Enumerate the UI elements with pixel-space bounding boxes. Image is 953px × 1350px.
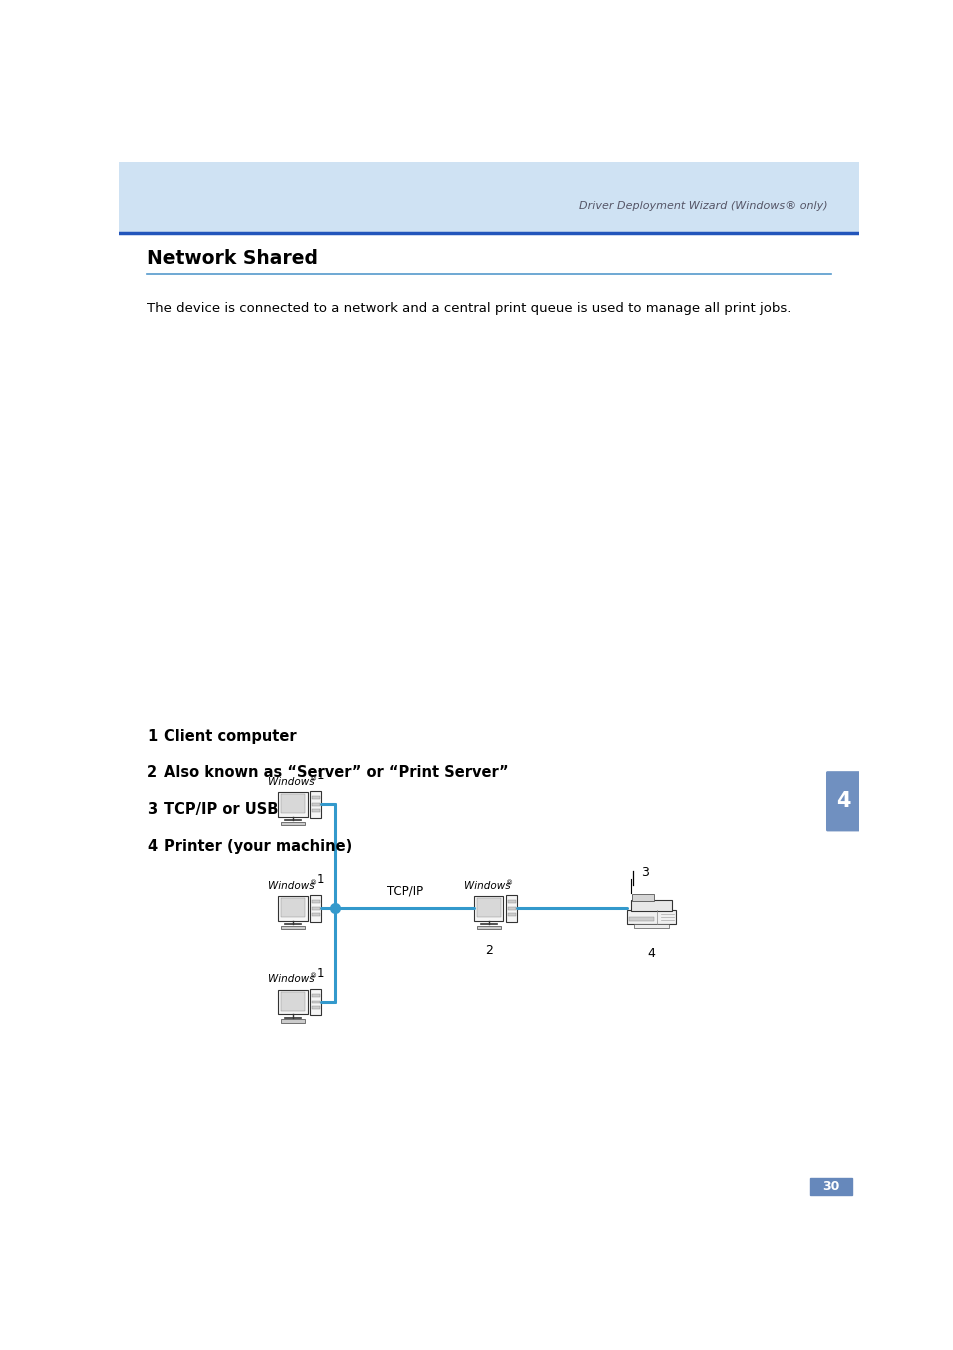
- Bar: [281, 794, 305, 813]
- Text: 4: 4: [647, 946, 655, 960]
- Bar: [280, 926, 305, 929]
- Text: 1: 1: [315, 967, 323, 980]
- Text: 3: 3: [640, 865, 648, 879]
- Bar: [507, 900, 516, 903]
- Bar: [312, 809, 319, 811]
- Bar: [312, 796, 319, 799]
- Text: The device is connected to a network and a central print queue is used to manage: The device is connected to a network and…: [147, 302, 791, 316]
- Bar: [476, 926, 500, 929]
- Bar: [474, 896, 503, 921]
- Bar: [809, 1179, 852, 1195]
- Text: 2: 2: [147, 765, 157, 780]
- Bar: [278, 990, 307, 1014]
- Bar: [506, 895, 517, 922]
- Bar: [631, 894, 654, 900]
- Bar: [312, 913, 319, 915]
- Text: 4: 4: [835, 791, 849, 811]
- Bar: [507, 913, 516, 915]
- Bar: [281, 898, 305, 917]
- Bar: [278, 792, 307, 817]
- Text: Client computer: Client computer: [164, 729, 296, 744]
- Text: Windows: Windows: [268, 776, 314, 787]
- Text: 1: 1: [147, 729, 157, 744]
- Text: 1: 1: [315, 873, 323, 886]
- Bar: [119, 162, 858, 232]
- Bar: [629, 917, 654, 921]
- Text: ®: ®: [310, 880, 316, 886]
- Text: 2: 2: [484, 944, 493, 957]
- Bar: [476, 898, 500, 917]
- Bar: [280, 1019, 305, 1023]
- Bar: [312, 803, 319, 806]
- Bar: [507, 907, 516, 910]
- FancyBboxPatch shape: [825, 771, 860, 832]
- Text: 1: 1: [315, 769, 323, 782]
- Bar: [281, 992, 305, 1011]
- Text: Also known as “Server” or “Print Server”: Also known as “Server” or “Print Server”: [164, 765, 509, 780]
- Text: Printer (your machine): Printer (your machine): [164, 840, 353, 855]
- Bar: [310, 791, 321, 818]
- Text: ®: ®: [505, 880, 513, 886]
- Text: Windows: Windows: [463, 880, 510, 891]
- Bar: [312, 900, 319, 903]
- Text: Windows: Windows: [268, 880, 314, 891]
- Bar: [631, 900, 671, 911]
- Bar: [280, 822, 305, 825]
- Text: ®: ®: [310, 776, 316, 782]
- Bar: [278, 896, 307, 921]
- Bar: [310, 988, 321, 1015]
- Text: TCP/IP or USB: TCP/IP or USB: [164, 802, 278, 818]
- Bar: [312, 994, 319, 996]
- Text: 3: 3: [147, 802, 157, 818]
- Text: Network Shared: Network Shared: [147, 250, 318, 269]
- Bar: [312, 907, 319, 910]
- Text: Driver Deployment Wizard (Windows® only): Driver Deployment Wizard (Windows® only): [578, 201, 826, 211]
- Text: TCP/IP: TCP/IP: [387, 884, 422, 898]
- Text: 30: 30: [821, 1180, 839, 1193]
- Bar: [312, 1006, 319, 1010]
- Bar: [626, 910, 676, 923]
- Text: 4: 4: [147, 840, 157, 855]
- Bar: [312, 1000, 319, 1003]
- Bar: [310, 895, 321, 922]
- Bar: [634, 923, 668, 927]
- Text: Windows: Windows: [268, 975, 314, 984]
- Text: ®: ®: [310, 973, 316, 980]
